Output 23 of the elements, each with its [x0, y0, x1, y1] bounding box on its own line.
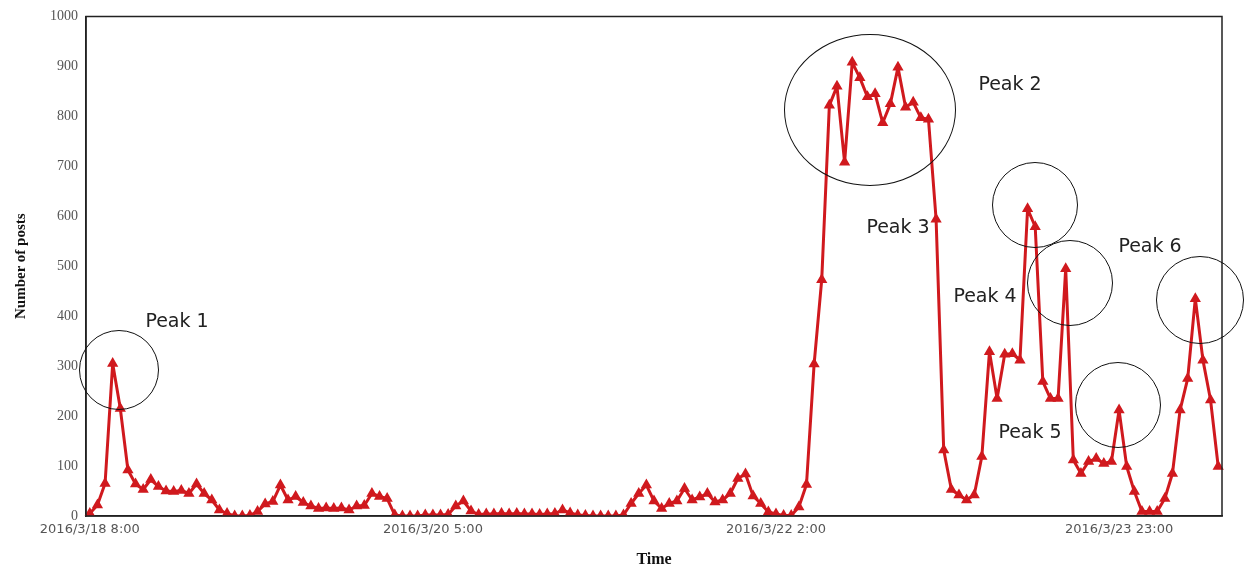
annotation: Peak 5	[998, 419, 1062, 442]
annotation: Peak 1	[145, 308, 209, 331]
x-axis-title: Time	[636, 549, 672, 567]
x-tick-label: 2016/3/22 2:00	[725, 521, 826, 537]
y-tick-label: 900	[57, 58, 78, 74]
y-tick-label: 200	[57, 407, 78, 423]
annotation: Peak 4	[953, 283, 1017, 306]
y-tick-label: 1000	[50, 8, 78, 24]
y-tick-label: 600	[57, 207, 78, 223]
annotation: Peak 2	[978, 71, 1042, 94]
y-tick-label: 0	[71, 507, 78, 523]
y-tick-label: 500	[57, 257, 78, 273]
y-tick-label: 700	[57, 157, 78, 173]
y-tick-label: 800	[57, 107, 78, 123]
y-tick-label: 400	[57, 307, 78, 323]
y-axis-title: Number of posts	[11, 213, 28, 319]
y-tick-label: 100	[57, 457, 78, 473]
y-tick-label: 300	[57, 357, 78, 373]
annotation: Peak 6	[1118, 233, 1182, 256]
x-tick-label: 2016/3/23 23:00	[1064, 521, 1174, 537]
x-tick-label: 2016/3/18 8:00	[39, 521, 140, 537]
annotation: Peak 3	[866, 214, 930, 237]
x-tick-label: 2016/3/20 5:00	[382, 521, 483, 537]
